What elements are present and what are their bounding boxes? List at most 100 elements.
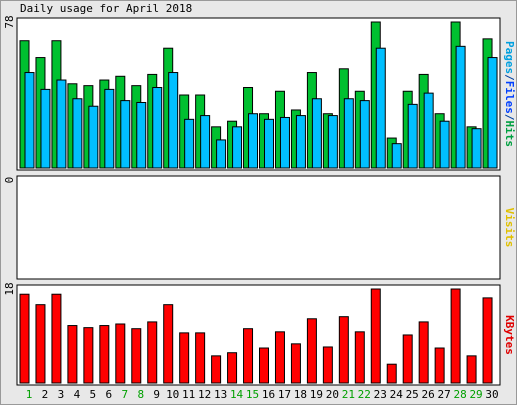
axis-label-part: KBytes: [503, 315, 516, 355]
bar: [274, 331, 285, 384]
x-tick-label: 14: [230, 388, 244, 401]
bar: [322, 346, 333, 384]
x-tick-label: 20: [326, 388, 339, 401]
x-tick-label: 22: [358, 388, 371, 401]
bar: [51, 293, 62, 384]
bar: [290, 343, 301, 384]
bar: [338, 316, 349, 384]
bar: [423, 92, 434, 169]
bar: [184, 118, 195, 169]
bar: [168, 72, 179, 169]
bar: [343, 98, 354, 169]
x-tick-label: 10: [166, 388, 179, 401]
x-tick-label: 13: [214, 388, 227, 401]
bar: [455, 45, 466, 169]
x-tick-label: 4: [74, 388, 81, 401]
x-tick-label: 23: [374, 388, 387, 401]
bar: [35, 304, 46, 384]
x-tick-label: 21: [342, 388, 355, 401]
x-tick-label: 17: [278, 388, 291, 401]
bar: [259, 347, 269, 384]
axis-label: Visits: [503, 208, 516, 248]
x-tick-label: 5: [90, 388, 97, 401]
bar: [264, 118, 274, 169]
bar: [354, 331, 365, 384]
bar: [466, 355, 477, 384]
bar: [200, 115, 211, 169]
bar: [120, 100, 131, 169]
x-tick-label: 9: [153, 388, 160, 401]
axis-label-part: Hits: [503, 121, 516, 148]
axis-label-part: Pages: [503, 41, 516, 74]
bar: [327, 115, 338, 169]
bar: [450, 288, 461, 384]
bar: [243, 328, 254, 384]
bar: [487, 57, 498, 169]
bar: [418, 321, 429, 384]
axis-label-part: Visits: [503, 208, 516, 248]
bar: [115, 323, 126, 384]
x-tick-label: 12: [198, 388, 211, 401]
x-tick-label: 2: [42, 388, 49, 401]
bar: [195, 332, 206, 384]
x-tick-label: 18: [294, 388, 307, 401]
bar: [279, 116, 290, 169]
bar: [67, 325, 78, 384]
bar: [439, 120, 450, 169]
bar: [248, 113, 259, 169]
bar: [391, 143, 402, 169]
x-tick-label: 7: [121, 388, 128, 401]
x-tick-label: 25: [406, 388, 419, 401]
bar: [83, 327, 94, 384]
y-tick-label: 78: [3, 15, 16, 28]
bar: [311, 98, 322, 169]
x-tick-label: 3: [58, 388, 65, 401]
y-tick-label: 18: [3, 282, 16, 295]
axis-label-part: /: [503, 114, 516, 121]
bar: [386, 363, 397, 384]
bar: [211, 355, 222, 384]
bar: [471, 128, 482, 169]
bar: [19, 293, 30, 384]
bar: [216, 139, 227, 169]
bar: [295, 115, 306, 169]
x-tick-label: 29: [469, 388, 482, 401]
y-tick-label: 0: [3, 177, 16, 184]
axis-label-part: /: [503, 74, 516, 81]
bar: [370, 288, 381, 384]
x-tick-label: 16: [262, 388, 275, 401]
bar: [402, 334, 413, 384]
x-tick-label: 15: [246, 388, 259, 401]
bar: [227, 352, 238, 384]
bar: [136, 101, 147, 169]
x-tick-label: 11: [182, 388, 195, 401]
bar: [40, 88, 51, 169]
bar: [99, 325, 110, 384]
axis-label: Pages/Files/Hits: [503, 41, 516, 147]
bar: [434, 347, 445, 384]
bar: [72, 98, 83, 169]
x-tick-label: 26: [422, 388, 435, 401]
axis-label: KBytes: [503, 315, 516, 355]
bar: [232, 126, 243, 169]
x-tick-label: 27: [438, 388, 451, 401]
x-tick-label: 19: [310, 388, 323, 401]
x-tick-label: 6: [106, 388, 113, 401]
bar: [24, 72, 35, 169]
bar: [359, 100, 370, 169]
chart-title: Daily usage for April 2018: [20, 2, 192, 15]
x-tick-label: 30: [485, 388, 498, 401]
bar: [88, 105, 99, 169]
axis-label-part: Files: [503, 81, 516, 114]
bar: [147, 321, 158, 384]
bar: [131, 328, 142, 384]
panel: [16, 175, 501, 280]
bar: [375, 47, 386, 169]
x-tick-label: 28: [453, 388, 466, 401]
bar: [56, 79, 67, 169]
bar: [104, 88, 115, 169]
bar: [306, 318, 317, 384]
x-tick-label: 24: [390, 388, 404, 401]
bar: [179, 332, 190, 384]
